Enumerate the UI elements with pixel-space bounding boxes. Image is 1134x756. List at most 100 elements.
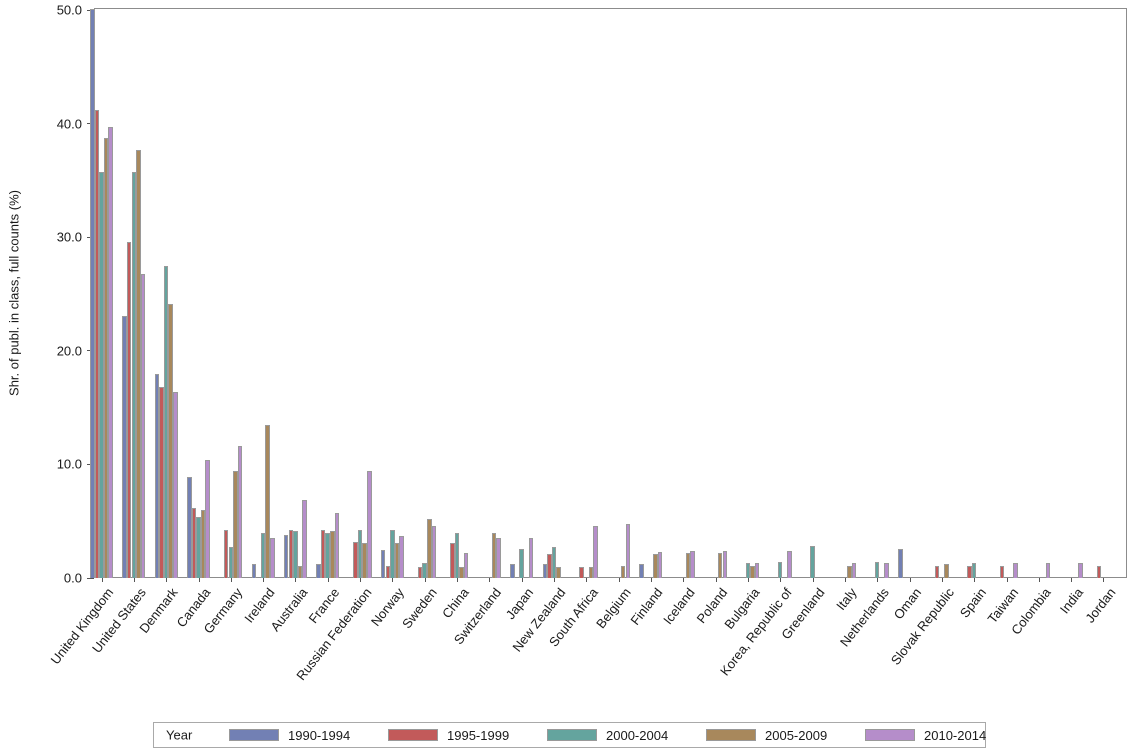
x-tick xyxy=(1103,578,1105,582)
bar xyxy=(163,265,169,578)
bar xyxy=(547,554,552,578)
bar xyxy=(847,565,852,578)
bar xyxy=(588,566,594,578)
bar xyxy=(593,525,598,578)
bar xyxy=(108,127,113,578)
bar xyxy=(205,459,210,578)
bar xyxy=(159,387,164,578)
bar xyxy=(685,553,691,578)
bar xyxy=(390,530,395,578)
legend-item: 2000-2004 xyxy=(547,728,668,743)
bar xyxy=(353,541,358,578)
bar xyxy=(657,551,663,578)
x-tick xyxy=(166,578,168,582)
x-tick xyxy=(133,578,135,582)
bar xyxy=(745,563,751,578)
bar xyxy=(777,562,783,578)
legend-item-label: 1995-1999 xyxy=(447,727,510,743)
bar xyxy=(551,547,557,578)
x-tick-label-text: Spain xyxy=(956,585,989,621)
bar xyxy=(431,525,437,578)
bar xyxy=(302,499,307,578)
x-tick-label-text: Iceland xyxy=(660,585,699,628)
x-tick xyxy=(715,578,717,582)
bar xyxy=(971,563,977,578)
bar xyxy=(288,530,294,578)
bar xyxy=(754,563,760,578)
bar xyxy=(362,542,367,578)
x-tick xyxy=(489,578,491,582)
bar xyxy=(898,548,903,578)
bar xyxy=(427,518,432,578)
bar xyxy=(690,550,695,578)
x-tick-label-text: Slovak Republic xyxy=(887,585,957,668)
bar xyxy=(334,513,340,578)
bar xyxy=(126,241,132,578)
legend-item-label: 2010-2014 xyxy=(924,727,987,743)
x-tick xyxy=(586,578,588,582)
bar xyxy=(1045,563,1051,578)
x-tick xyxy=(844,578,846,582)
legend-swatch xyxy=(865,729,915,741)
bar xyxy=(1096,565,1102,578)
y-tick-label: 50.0 xyxy=(56,2,82,18)
bar xyxy=(251,564,257,578)
bar xyxy=(103,138,109,578)
y-tick-label: 0.0 xyxy=(63,570,82,586)
x-tick xyxy=(101,578,103,582)
legend-swatch xyxy=(229,729,279,741)
legend-item-label: 2005-2009 xyxy=(765,727,828,743)
bar xyxy=(191,507,197,578)
bar xyxy=(967,565,972,578)
x-tick xyxy=(392,578,394,582)
bar xyxy=(1078,563,1083,578)
bar xyxy=(173,391,178,578)
bar xyxy=(459,566,464,578)
bar xyxy=(556,566,561,578)
bar xyxy=(454,532,460,578)
legend-item: 1990-1994 xyxy=(229,728,350,743)
x-tick xyxy=(295,578,297,582)
bar xyxy=(320,530,326,578)
y-tick-label: 20.0 xyxy=(56,343,82,359)
bar xyxy=(422,563,427,578)
legend: Year 1990-1994 1995-1999 2000-2004 2005-200… xyxy=(153,722,986,748)
bar xyxy=(330,531,335,578)
bar xyxy=(999,565,1005,578)
bar xyxy=(196,516,201,578)
x-tick xyxy=(457,578,458,582)
x-tick xyxy=(1038,578,1040,582)
x-tick xyxy=(554,578,555,582)
bar xyxy=(316,564,321,578)
bar xyxy=(136,149,141,578)
bar xyxy=(265,424,270,578)
bar xyxy=(542,564,548,578)
legend-swatch xyxy=(388,729,438,741)
legend-title: Year xyxy=(166,727,193,743)
bar xyxy=(237,446,243,578)
bar xyxy=(90,9,95,578)
legend-swatch xyxy=(706,729,756,741)
x-tick xyxy=(1006,578,1008,582)
bar xyxy=(270,538,275,578)
x-tick xyxy=(780,578,782,582)
x-tick xyxy=(974,578,976,582)
bar xyxy=(625,523,631,578)
bar xyxy=(491,532,497,578)
bar xyxy=(154,373,160,578)
bar xyxy=(94,110,100,578)
bar xyxy=(140,273,146,578)
bar xyxy=(394,542,400,578)
y-tick-label: 10.0 xyxy=(56,456,82,472)
bar xyxy=(750,565,755,578)
bar xyxy=(325,532,330,578)
bar xyxy=(934,565,940,578)
bar xyxy=(293,531,298,578)
x-tick-label-text: Italy xyxy=(833,585,860,614)
bar xyxy=(367,471,372,578)
x-tick xyxy=(198,578,200,582)
x-tick-label-text: Jordan xyxy=(1081,585,1119,626)
x-tick-label-text: India xyxy=(1056,585,1086,617)
bar xyxy=(380,549,386,578)
bar xyxy=(99,172,104,578)
